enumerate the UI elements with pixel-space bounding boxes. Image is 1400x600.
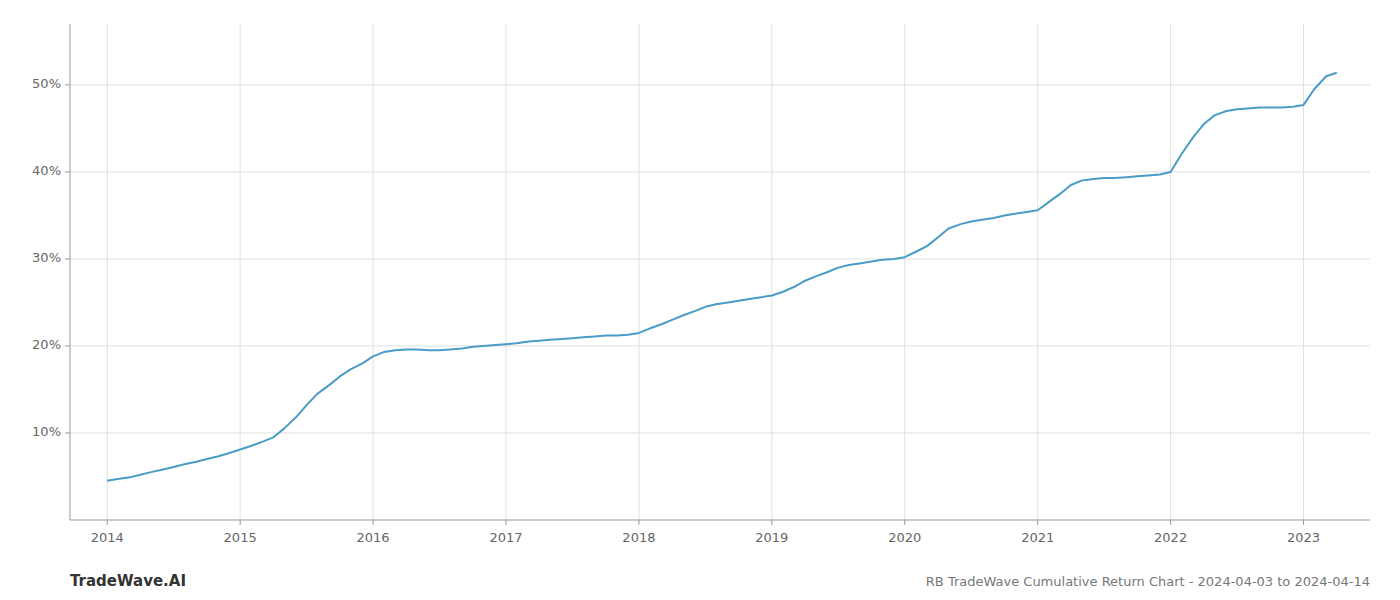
y-tick <box>65 258 70 259</box>
y-grid-line <box>70 171 1370 172</box>
x-tick <box>240 520 241 525</box>
x-tick <box>107 520 108 525</box>
y-tick-label: 40% <box>32 163 61 178</box>
y-grid-line <box>70 432 1370 433</box>
x-tick-label: 2018 <box>622 530 655 545</box>
x-tick <box>904 520 905 525</box>
x-grid-line <box>373 24 374 520</box>
y-tick <box>65 345 70 346</box>
x-tick <box>638 520 639 525</box>
y-grid-line <box>70 258 1370 259</box>
y-grid-line <box>70 345 1370 346</box>
x-tick <box>373 520 374 525</box>
x-axis-line <box>70 520 1370 521</box>
chart-title: RB TradeWave Cumulative Return Chart - 2… <box>926 574 1370 589</box>
x-grid-line <box>505 24 506 520</box>
watermark: TradeWave.AI <box>70 572 186 590</box>
x-tick <box>1170 520 1171 525</box>
return-line <box>107 73 1337 481</box>
grid <box>70 24 1370 520</box>
x-grid-line <box>1303 24 1304 520</box>
y-tick-label: 50% <box>32 76 61 91</box>
y-tick <box>65 171 70 172</box>
x-tick-label: 2015 <box>224 530 257 545</box>
chart-svg: 10% 20% 30% 40% 50% 2014 2015 2016 2017 2018 2019 2… <box>0 0 1400 600</box>
y-tick-label: 30% <box>32 250 61 265</box>
plot-area <box>107 73 1337 481</box>
x-grid-line <box>107 24 108 520</box>
x-tick <box>771 520 772 525</box>
x-tick-label: 2019 <box>755 530 788 545</box>
y-tick <box>65 432 70 433</box>
x-tick-label: 2023 <box>1287 530 1320 545</box>
x-tick <box>1037 520 1038 525</box>
y-axis-line <box>70 24 71 520</box>
x-tick-label: 2021 <box>1021 530 1054 545</box>
y-tick <box>65 84 70 85</box>
x-tick-label: 2017 <box>489 530 522 545</box>
y-tick-label: 20% <box>32 337 61 352</box>
y-tick-label: 10% <box>32 424 61 439</box>
x-tick <box>1303 520 1304 525</box>
x-grid-line <box>771 24 772 520</box>
y-grid-line <box>70 84 1370 85</box>
x-grid-line <box>240 24 241 520</box>
x-tick-label: 2022 <box>1154 530 1187 545</box>
x-grid-line <box>638 24 639 520</box>
x-tick-label: 2020 <box>888 530 921 545</box>
x-grid-line <box>904 24 905 520</box>
axes: 10% 20% 30% 40% 50% 2014 2015 2016 2017 2018 2019 2… <box>32 24 1370 545</box>
x-tick-label: 2016 <box>357 530 390 545</box>
x-grid-line <box>1170 24 1171 520</box>
chart-container: 10% 20% 30% 40% 50% 2014 2015 2016 2017 2018 2019 2… <box>0 0 1400 600</box>
x-tick-label: 2014 <box>91 530 124 545</box>
x-grid-line <box>1037 24 1038 520</box>
x-tick <box>505 520 506 525</box>
